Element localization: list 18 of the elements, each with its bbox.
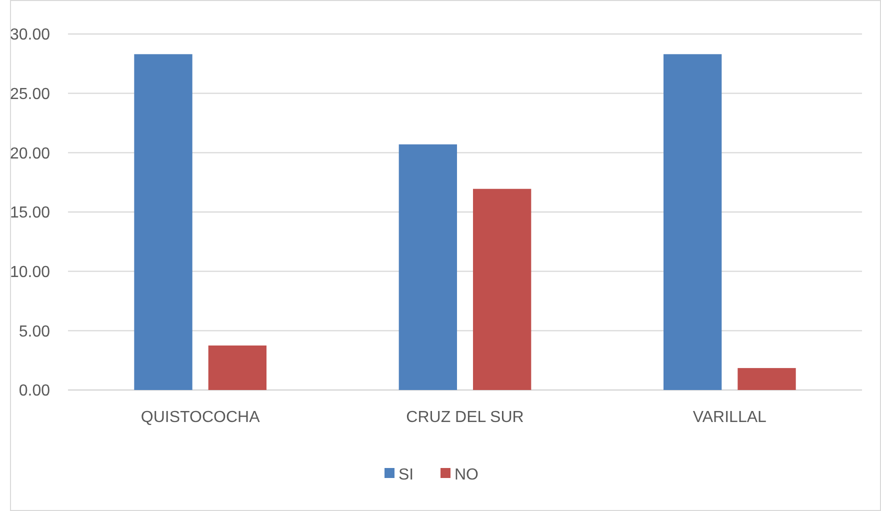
x-tick-label: CRUZ DEL SUR (406, 409, 524, 426)
y-tick-label: 20.00 (10, 145, 50, 162)
y-tick-label: 0.00 (18, 382, 50, 400)
bar (664, 54, 722, 390)
y-tick-label: 5.00 (18, 323, 50, 340)
y-tick-label: 30.00 (10, 26, 50, 44)
x-tick-label: QUISTOCOCHA (140, 409, 260, 426)
bar (398, 144, 457, 390)
y-tick-label: 25.00 (10, 86, 50, 103)
bar (208, 346, 266, 390)
bar (134, 54, 192, 390)
y-tick-label: 15.00 (10, 204, 50, 222)
bar (473, 188, 532, 390)
x-tick-label: VARILLAL (692, 409, 767, 426)
legend-label: SI (398, 466, 414, 484)
bar (738, 368, 796, 390)
y-tick-label: 10.00 (10, 264, 50, 281)
legend-label: NO (454, 466, 478, 484)
